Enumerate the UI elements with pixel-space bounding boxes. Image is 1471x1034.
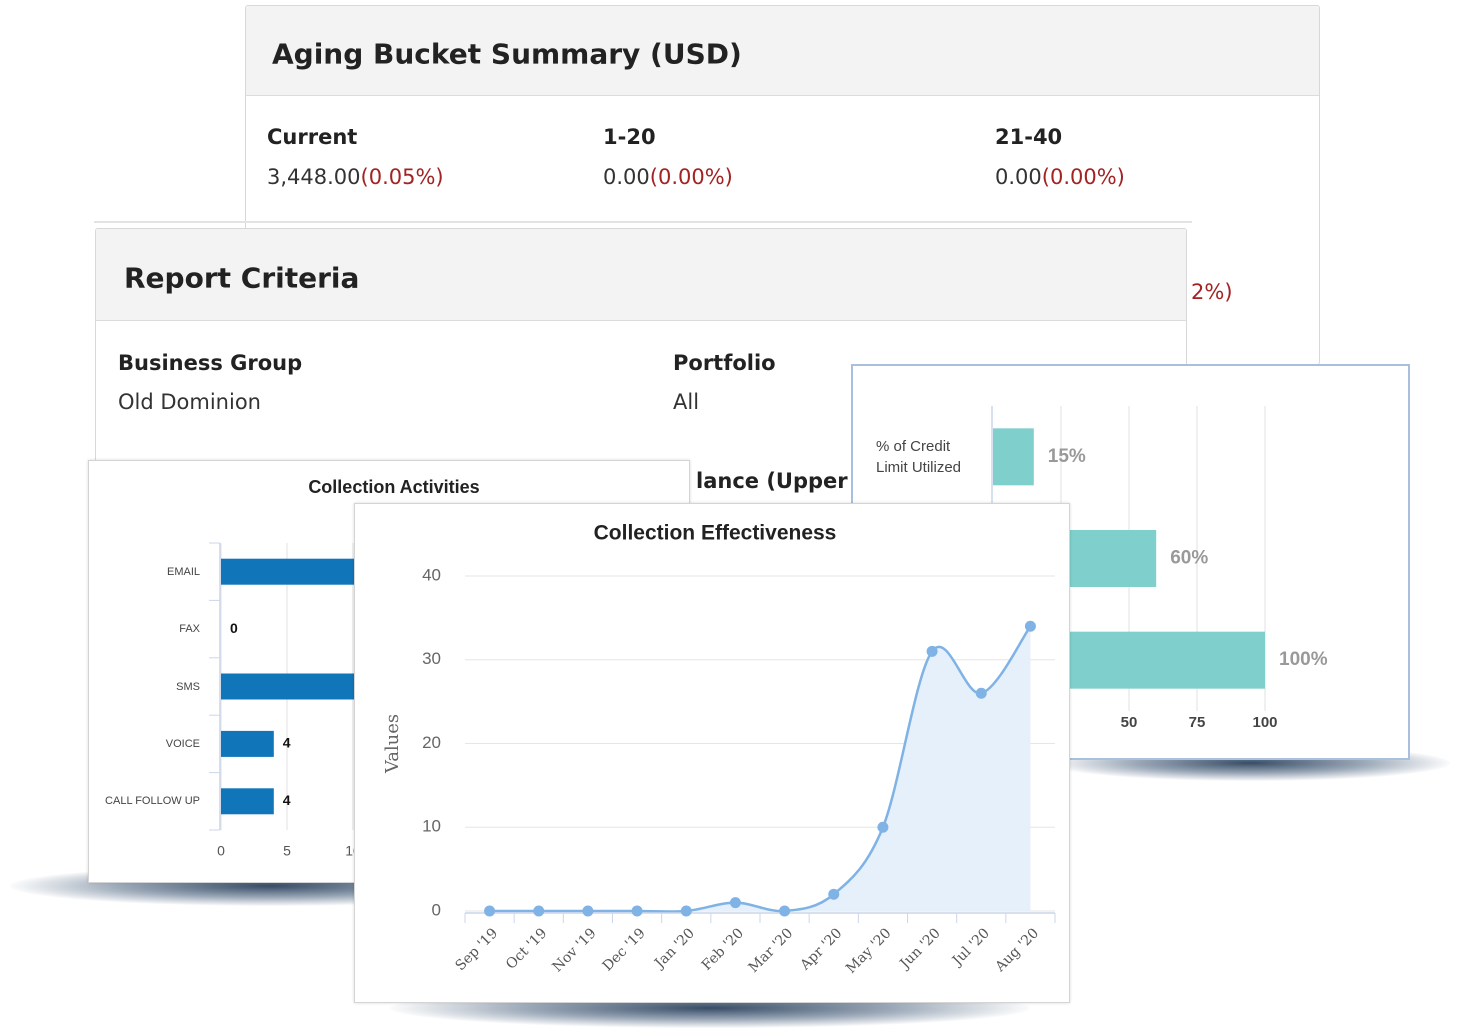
card-header [96, 229, 1186, 321]
category-label: CALL FOLLOW UP [105, 795, 200, 808]
divider [94, 221, 1192, 223]
card-title: Report Criteria [124, 261, 360, 295]
field-value: All [673, 390, 700, 414]
value-label: 15% [1048, 446, 1086, 467]
marker [631, 905, 643, 917]
value-label: 4 [283, 792, 291, 808]
bucket-label: 1-20 [603, 125, 656, 149]
category-label: % of Credit Limit Utilized [876, 437, 962, 476]
collection-effectiveness-card: Collection Effectiveness Values 0 10 20 30 40 S… [354, 503, 1070, 1003]
bucket-percent: (0.00%) [649, 165, 733, 189]
y-tick-label: 40 [422, 565, 441, 584]
x-tick-label: 75 [1189, 714, 1206, 731]
y-tick-label: 30 [422, 649, 441, 668]
value-label: 100% [1279, 649, 1328, 670]
bucket-value: 0.00(0.00%) [995, 165, 1125, 189]
x-tick-label: Oct '19 [503, 925, 550, 972]
marker [877, 821, 889, 833]
category-label: SMS [176, 680, 200, 693]
clipped-text: 2%) [1191, 280, 1233, 304]
y-tick-label: 20 [422, 733, 441, 752]
card-header [246, 6, 1319, 96]
y-tick-label: 10 [422, 817, 441, 836]
marker [533, 905, 545, 917]
x-tick-label: May '20 [843, 925, 894, 976]
x-tick-label: Nov '19 [550, 925, 600, 975]
marker [926, 645, 938, 657]
bucket-amount: 0.00 [995, 165, 1042, 189]
marker [680, 905, 692, 917]
marker [484, 905, 496, 917]
y-tick-label: 0 [432, 900, 441, 919]
category-label: EMAIL [166, 565, 200, 578]
bucket-percent: (0.05%) [360, 165, 444, 189]
y-axis-title: Values [382, 714, 403, 774]
x-tick-label: Sep '19 [452, 925, 501, 974]
x-tick-label: Dec '19 [600, 925, 649, 974]
chart-title: Collection Activities [308, 477, 479, 497]
marker [779, 905, 791, 917]
marker [828, 888, 840, 900]
chart-title: Collection Effectiveness [594, 522, 837, 545]
card-title: Aging Bucket Summary (USD) [272, 37, 742, 71]
marker [729, 897, 741, 909]
bucket-amount: 0.00 [603, 165, 650, 189]
marker [975, 687, 987, 699]
x-tick-label: 50 [1121, 714, 1138, 731]
bar [221, 730, 274, 757]
x-tick-label: Aug '20 [992, 925, 1042, 975]
bar [221, 788, 274, 815]
bucket-value: 3,448.00(0.05%) [267, 165, 444, 189]
marker [582, 905, 594, 917]
x-tick-label: Apr '20 [797, 925, 846, 974]
value-label: 4 [283, 735, 291, 751]
value-label: 0 [230, 620, 238, 636]
x-tick-label: Jul '20 [948, 925, 993, 970]
bucket-percent: (0.00%) [1041, 165, 1125, 189]
x-tick-label: Jun '20 [896, 925, 944, 973]
field-label: Portfolio [673, 351, 776, 375]
category-label: VOICE [165, 737, 200, 750]
x-tick-label: 5 [283, 843, 291, 859]
x-tick-label: 0 [217, 843, 225, 859]
bar [993, 428, 1034, 486]
x-tick-label: Jan '20 [650, 925, 697, 972]
chart: Collection Effectiveness Values 0 10 20 30 40 S… [382, 522, 1056, 977]
category-label: FAX [179, 623, 200, 636]
area [489, 626, 1031, 912]
clipped-text: lance (Upper [696, 469, 848, 493]
bucket-label: 21-40 [995, 125, 1063, 149]
x-tick-label: 100 [1252, 714, 1277, 731]
value-label: 60% [1170, 548, 1208, 569]
bucket-value: 0.00(0.00%) [603, 165, 733, 189]
field-label: Business Group [118, 351, 303, 375]
x-tick-label: Feb '20 [699, 925, 747, 973]
bucket-amount: 3,448.00 [267, 165, 361, 189]
field-value: Old Dominion [118, 390, 261, 414]
marker [1024, 620, 1036, 632]
bucket-label: Current [267, 125, 358, 149]
x-tick-label: Mar '20 [746, 925, 797, 976]
